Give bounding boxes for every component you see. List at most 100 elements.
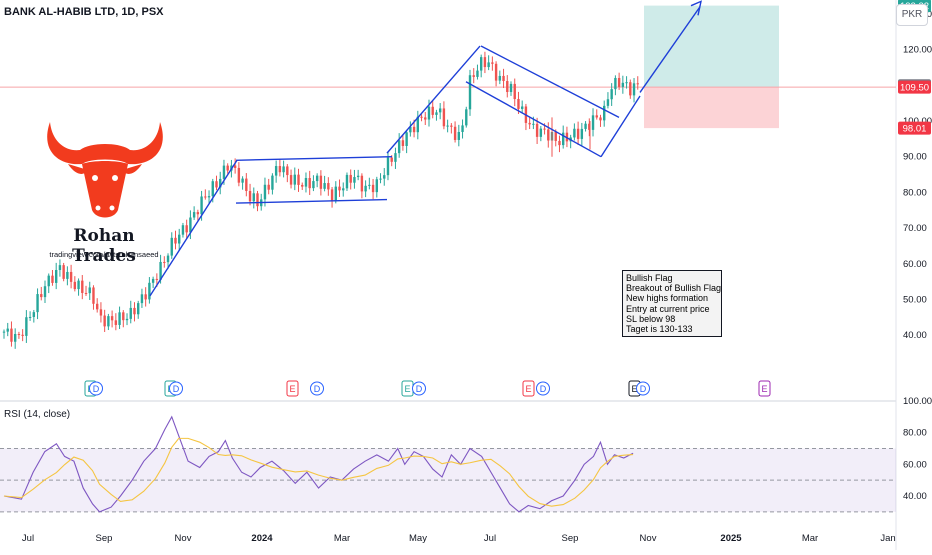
candle-body <box>274 166 278 176</box>
price-label-text: 109.50 <box>900 82 929 93</box>
currency-button[interactable]: PKR <box>896 4 928 26</box>
price-tick-label: 70.00 <box>903 223 927 234</box>
candle-body <box>159 261 162 280</box>
candle-body <box>416 116 420 133</box>
target-arrow-line <box>639 6 701 93</box>
candle-body <box>435 112 438 115</box>
candle-body <box>88 287 91 294</box>
price-tick-label: 50.00 <box>903 295 927 306</box>
earnings-marker <box>758 380 771 397</box>
target-zone <box>644 5 779 88</box>
candle-body <box>28 316 32 318</box>
event-marker-label: D <box>314 384 321 394</box>
candle-body <box>125 318 129 321</box>
candle-body <box>96 303 99 310</box>
candle-body <box>502 75 505 82</box>
candle-body <box>636 83 639 85</box>
candle-body <box>2 331 6 333</box>
candle-body <box>446 125 449 127</box>
price-tick-label: 120.00 <box>903 45 932 56</box>
candle-body <box>25 317 28 336</box>
rsi-line <box>3 415 634 513</box>
candle-body <box>476 70 479 77</box>
candle-body <box>129 307 132 319</box>
candle-body <box>263 184 267 200</box>
candle-body <box>241 178 244 183</box>
candle-body <box>6 328 9 332</box>
candle-body <box>211 181 214 197</box>
candle-body <box>547 129 550 141</box>
candle-body <box>472 75 475 77</box>
candle-body <box>196 212 200 215</box>
dividend-marker <box>310 381 324 396</box>
candle-body <box>457 131 461 140</box>
candle-body <box>248 190 252 202</box>
time-tick-label: Mar <box>802 533 818 544</box>
flag-bottom-line-1 <box>235 198 388 204</box>
candle-body <box>379 178 382 180</box>
candle-body <box>342 188 345 191</box>
time-tick-label: Sep <box>96 533 113 544</box>
candle-body <box>383 175 386 179</box>
candle-body <box>453 126 457 140</box>
candle-body <box>84 292 88 294</box>
candle-body <box>431 106 434 115</box>
candle-body <box>364 185 367 192</box>
candle-body <box>189 217 192 233</box>
annotation-line: Breakout of Bullish Flag <box>626 283 722 294</box>
candle-body <box>293 174 296 185</box>
candle-body <box>107 316 110 327</box>
dividend-marker <box>412 381 426 396</box>
candle-body <box>438 108 442 113</box>
annotation-box[interactable]: Bullish Flag Breakout of Bullish Flag Ne… <box>622 270 722 338</box>
price-tick-label: 100.00 <box>903 116 932 127</box>
rsi-tick-label: 40.00 <box>903 491 927 502</box>
candle-body <box>356 175 360 178</box>
event-marker-label: D <box>416 384 423 394</box>
candle-body <box>166 255 170 263</box>
candle-body <box>226 165 229 171</box>
candle-body <box>233 165 237 168</box>
candle-body <box>178 234 181 244</box>
candle-body <box>584 123 587 129</box>
candle-body <box>110 316 114 321</box>
rsi-label: RSI (14, close) <box>4 409 71 420</box>
candle-body <box>498 75 502 81</box>
time-tick-label: Sep <box>562 533 579 544</box>
candle-body <box>327 183 330 190</box>
candle-body <box>621 82 625 87</box>
candle-body <box>509 83 513 93</box>
candle-body <box>330 189 334 202</box>
candle-body <box>513 83 516 100</box>
bull-head-icon <box>40 120 170 229</box>
time-tick-label: Jan <box>880 533 895 544</box>
candle-body <box>580 128 584 139</box>
candle-body <box>595 115 598 118</box>
candle-body <box>353 177 356 183</box>
flag-bottom-line-2 <box>465 81 602 158</box>
candle-body <box>517 99 520 109</box>
candle-body <box>394 153 397 162</box>
candle-body <box>606 99 610 106</box>
event-marker-label: E <box>525 384 531 394</box>
candle-body <box>43 286 47 298</box>
annotation-line: New highs formation <box>626 293 709 304</box>
candle-body <box>409 126 412 133</box>
candle-body <box>629 82 632 96</box>
impulse-line-1 <box>149 159 238 297</box>
candle-body <box>237 167 241 183</box>
candle-body <box>62 265 65 279</box>
candle-body <box>32 312 36 317</box>
time-tick-label: Mar <box>334 533 350 544</box>
candle-body <box>528 122 531 125</box>
stop-zone <box>644 87 779 129</box>
dividend-marker <box>169 381 183 396</box>
candle-body <box>40 294 43 298</box>
candle-body <box>535 123 539 137</box>
candle-body <box>58 265 62 271</box>
candle-body <box>21 334 24 336</box>
candle-body <box>603 105 606 121</box>
price-label-text: 98.01 <box>903 123 927 134</box>
